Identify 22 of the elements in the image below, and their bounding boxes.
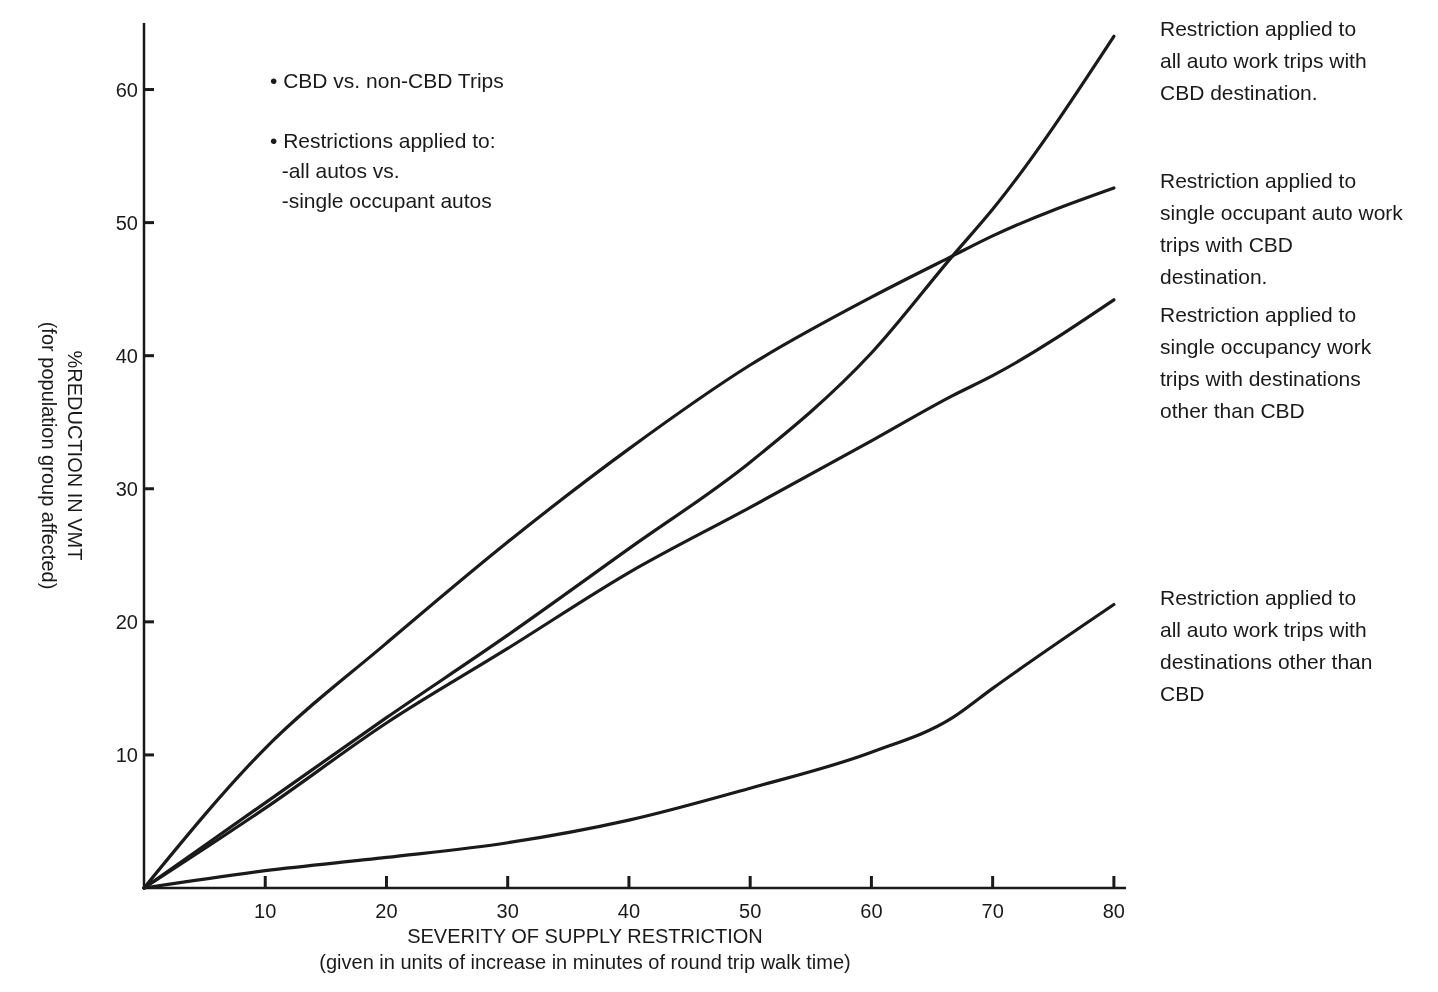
- text: Restriction applied to all auto work trips with destinations other than CBD: [1160, 585, 1373, 705]
- annotation: • CBD vs. non-CBD Trips: [270, 69, 504, 92]
- y-tick-label: 60: [115, 78, 138, 101]
- x-tick-label: 70: [981, 900, 1004, 922]
- annotation: • Restrictions applied to: -all autos vs. -single occupant autos: [270, 129, 496, 212]
- y-tick-label: 50: [115, 211, 138, 234]
- x-axis-title: SEVERITY OF SUPPLY RESTRICTION (given in units of increase in minutes of round trip walk time): [319, 925, 851, 973]
- text: Restriction applied to all auto work trips with CBD destination.: [1160, 17, 1367, 105]
- x-tick-label: 50: [739, 900, 762, 922]
- x-tick-label: 80: [1102, 900, 1125, 922]
- y-tick-label: 40: [115, 344, 138, 367]
- text: Restriction applied to single occupancy work trips with destinations other than CBD: [1160, 303, 1372, 423]
- x-tick-label: 20: [375, 900, 398, 922]
- x-tick-label: 40: [617, 900, 641, 922]
- y-tick-label: 20: [115, 610, 138, 633]
- y-tick-label: 10: [115, 743, 138, 766]
- x-tick-label: 60: [860, 900, 883, 922]
- x-tick-label: 10: [254, 900, 277, 922]
- y-axis-title: %REDUCTION IN VMT (for population group affected): [38, 321, 86, 590]
- x-tick-label: 30: [496, 900, 519, 922]
- y-tick-label: 30: [115, 477, 138, 500]
- text: Restriction applied to single occupant auto work trips with CBD destination.: [1160, 169, 1404, 289]
